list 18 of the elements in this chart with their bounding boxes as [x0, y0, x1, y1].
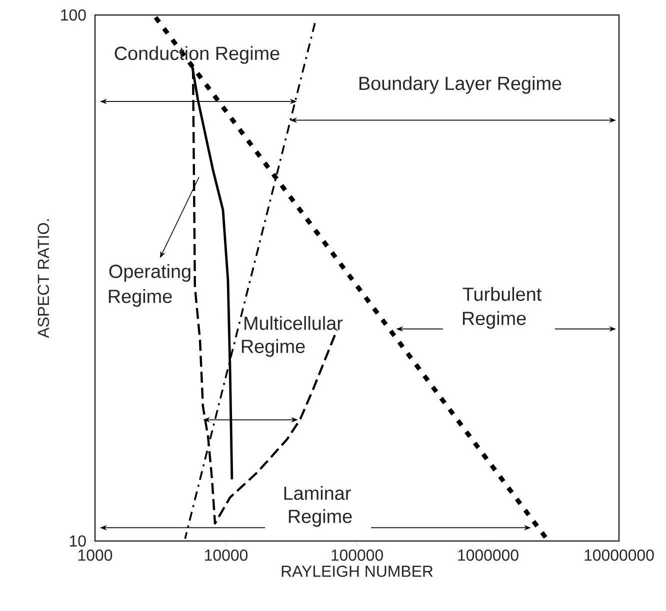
x-tick-label: 100000 [332, 550, 383, 561]
annotation: Regime [242, 339, 305, 357]
x-tick-label: 10000 [205, 550, 248, 561]
y-axis-title: ASPECT RATIO. [38, 219, 50, 338]
annotation: Operating [109, 264, 190, 282]
x-tick-label: 1000000 [458, 550, 518, 561]
annotation: Regime [462, 311, 526, 329]
annotation: Turbulent [462, 287, 542, 301]
x-tick-label: 10000000 [584, 550, 654, 561]
x-tick-label: 1000 [78, 550, 112, 561]
annotation: Laminar [284, 486, 351, 500]
annotation: Regime [288, 509, 352, 527]
y-tick-label: 10 [70, 535, 86, 547]
x-axis-title: RAYLEIGH NUMBER [282, 566, 433, 577]
annotation: Boundary Layer Regime [359, 76, 562, 94]
annotation: Multicellular [244, 316, 343, 330]
y-tick-label: 100 [61, 9, 86, 21]
annotation: Regime [108, 289, 172, 307]
